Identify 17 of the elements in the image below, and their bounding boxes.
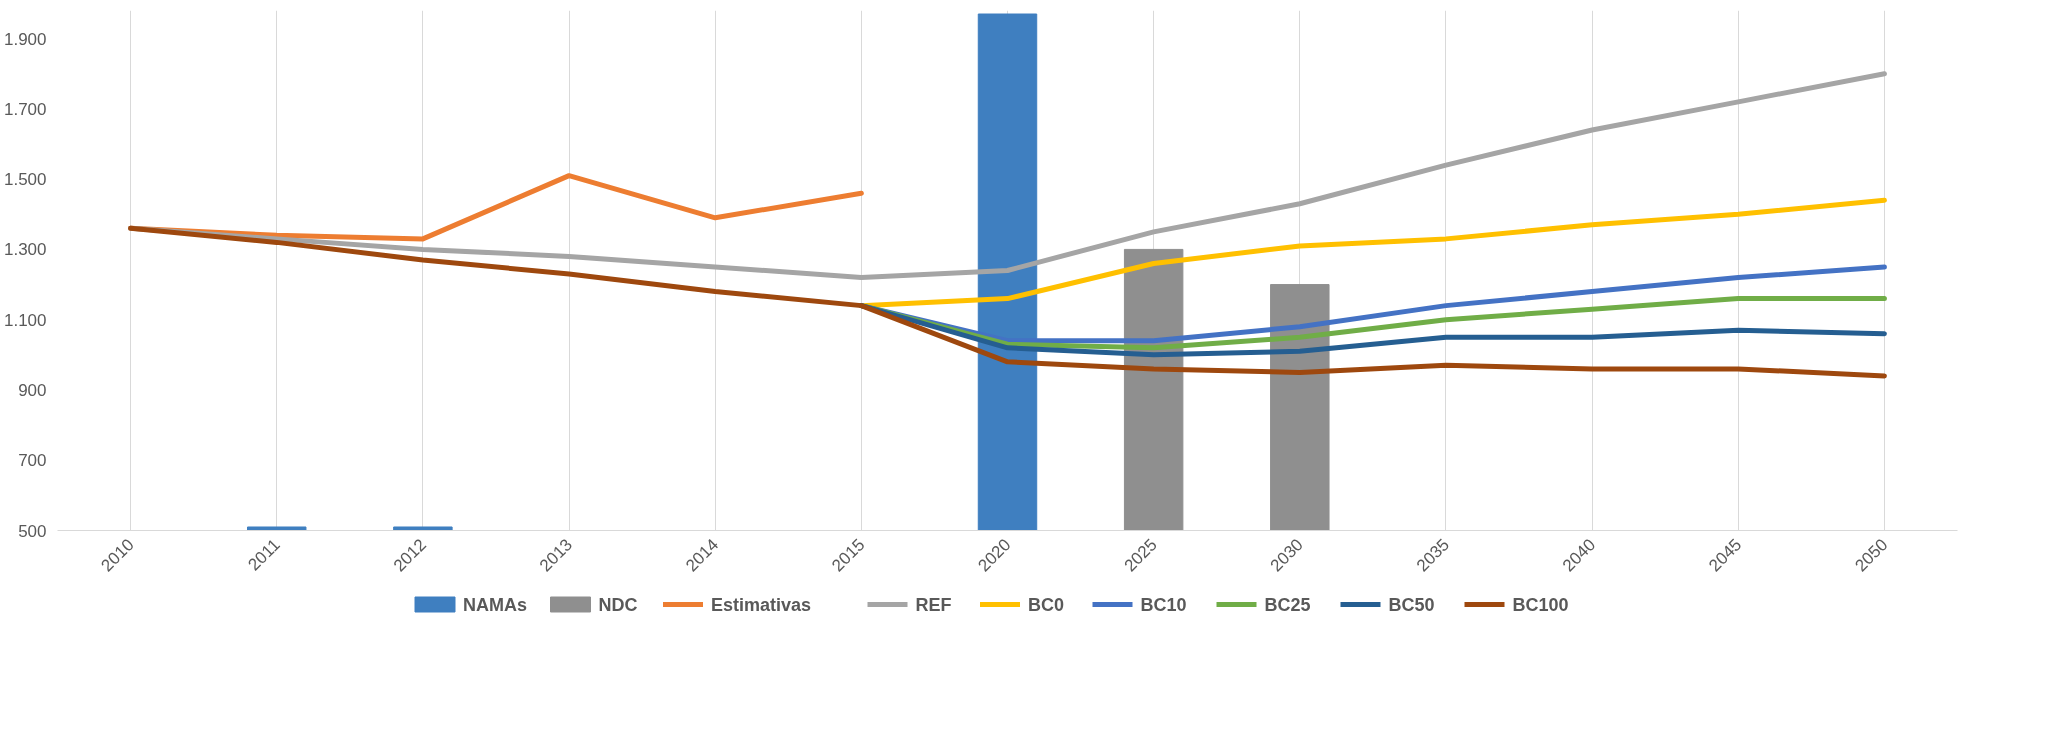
legend-label: BC50	[1388, 594, 1435, 615]
legend-label: REF	[915, 594, 952, 615]
legend-label: NAMAs	[463, 594, 528, 615]
legend-label: BC100	[1512, 594, 1569, 615]
y-tick-label: 500	[18, 521, 47, 541]
legend-label: Estimativas	[711, 594, 812, 615]
legend-label: BC10	[1140, 594, 1187, 615]
legend-label: NDC	[598, 594, 638, 615]
y-tick-label: 1.500	[3, 170, 47, 190]
legend-label: BC0	[1028, 594, 1065, 615]
legend-label: BC25	[1264, 594, 1311, 615]
y-tick-label: 1.100	[3, 310, 47, 330]
y-tick-label: 1.700	[3, 99, 47, 119]
y-tick-label: 1.900	[3, 29, 47, 49]
y-tick-label: 900	[18, 380, 47, 400]
y-tick-label: 700	[18, 451, 47, 471]
y-tick-label: 1.300	[3, 240, 47, 260]
